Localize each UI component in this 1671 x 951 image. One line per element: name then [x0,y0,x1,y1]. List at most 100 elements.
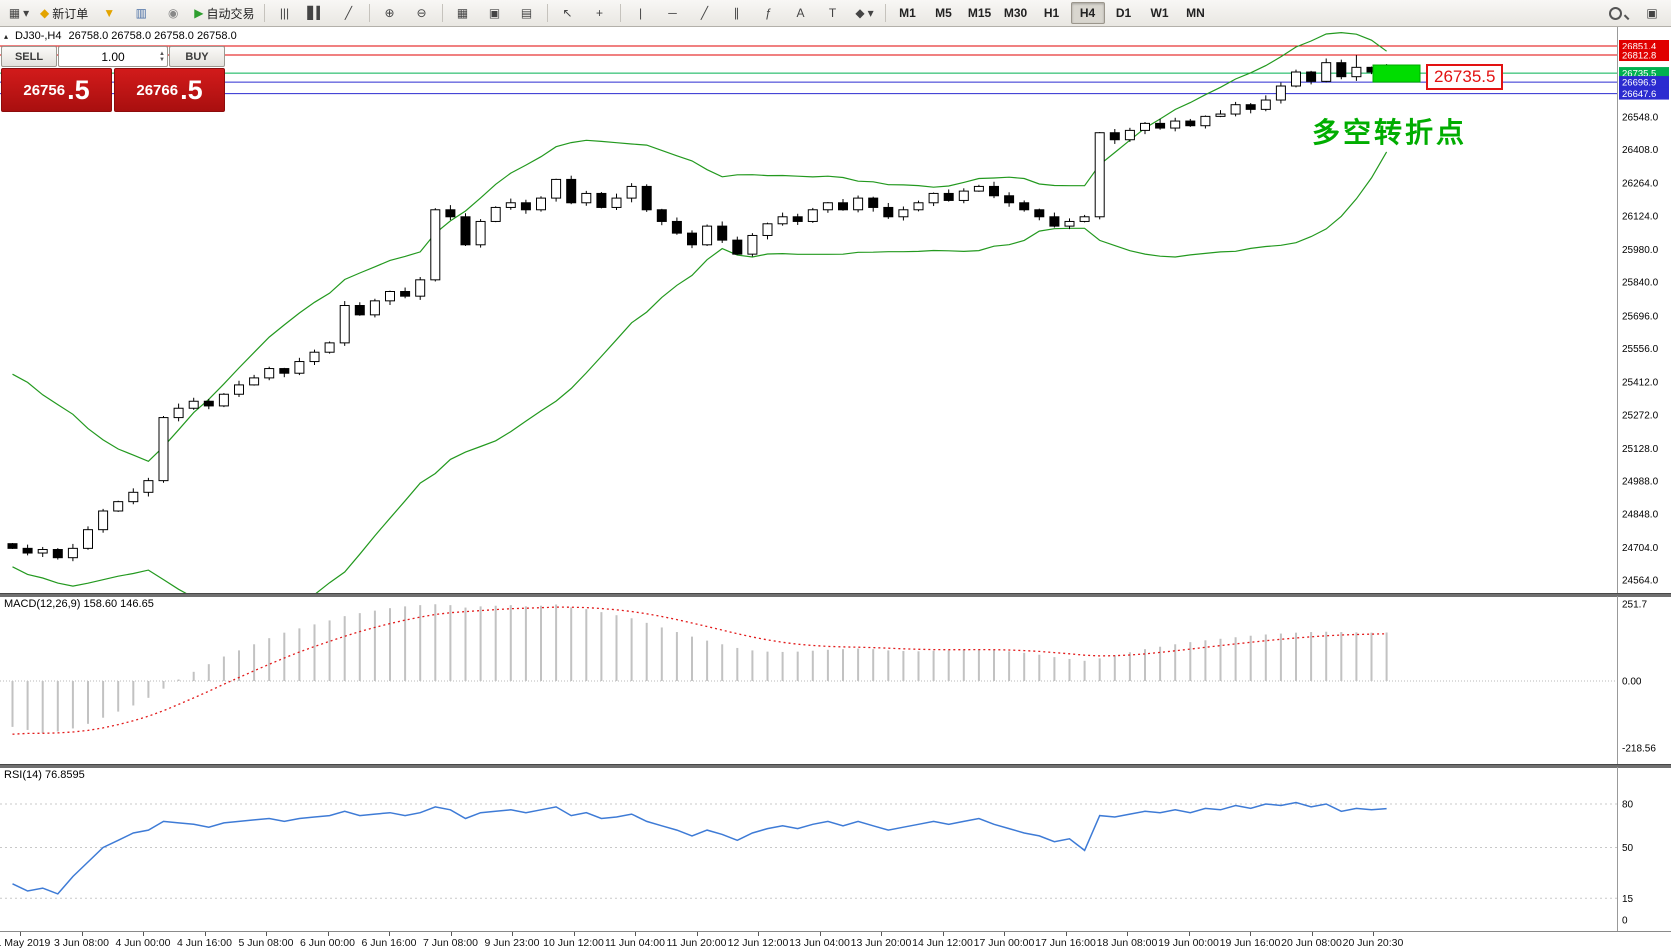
time-tick [20,932,21,936]
chart-window-dropdown-icon: ▦ [8,6,21,20]
date-label: 6 Jun 16:00 [361,937,417,949]
date-label: 17 Jun 16:00 [1035,937,1096,949]
symbol-info: ▴ DJ30-,H4 26758.0 26758.0 26758.0 26758… [4,30,237,42]
time-tick [1188,932,1190,936]
date-label: 11 Jun 04:00 [605,937,665,949]
zoom-in-icon: ⊕ [384,6,395,20]
svg-text:26696.9: 26696.9 [1622,78,1656,89]
market-depth-icon[interactable]: ▥ [126,2,156,24]
sell-button[interactable]: SELL [1,46,57,67]
tf-mn[interactable]: MN [1179,2,1213,24]
macd-scale[interactable]: 251.7 0.00 -218.56 [1617,596,1657,764]
magnifier-glass-icon [1609,6,1622,20]
cursor-icon[interactable]: ↖ [553,2,583,24]
zoom-in-icon[interactable]: ⊕ [375,2,405,24]
volume-input[interactable]: 1.00 ▲ ▼ [58,46,168,67]
price-scale[interactable]: 26548.0 26408.0 26264.0 26124.0 25980.0 25840… [1617,27,1670,593]
rsi-line [12,801,1387,895]
rsi-pane[interactable]: 80 50 15 0 [0,767,1671,931]
funnel-icon: ▼ [103,6,116,20]
spinner-up-icon[interactable]: ▲ [159,50,165,57]
tile-windows-icon[interactable]: ▦ [448,2,478,24]
date-label: 7 Jun 08:00 [423,937,478,949]
date-label: 18 Jun 08:00 [1096,937,1158,949]
funnel-icon[interactable]: ▼ [94,2,124,24]
arrange-windows-icon[interactable]: ▤ [512,2,542,24]
candles[interactable] [7,55,1392,562]
shapes-dropdown[interactable]: ◆ ▾ [850,2,880,24]
trendline-icon[interactable]: ╱ [690,2,720,24]
bar-chart-icon: ||| [279,6,290,20]
zoom-out-icon[interactable]: ⊖ [407,2,437,24]
search-icon[interactable] [1605,2,1635,24]
vertical-line-icon[interactable]: | [626,2,656,24]
collapse-triangle-icon[interactable]: ▴ [4,31,9,41]
chart-window-dropdown[interactable]: ▦ ▾ [4,2,34,24]
time-tick [327,932,329,936]
chart-window: 26548.0 26408.0 26264.0 26124.0 25980.0 25840… [0,27,1671,951]
time-tick [1373,932,1374,936]
buy-button[interactable]: BUY [169,46,225,67]
buy-price-box[interactable]: 26766 .5 [114,68,225,112]
autotrade-button-icon: ▶ [194,6,204,20]
pane-separator[interactable] [0,593,1671,597]
cascade-windows-icon[interactable]: ▣ [480,2,510,24]
candle-chart-icon: ▋▍ [307,6,326,20]
label-icon: T [828,6,837,20]
horizontal-line-icon[interactable]: ─ [658,2,688,24]
crosshair-icon[interactable]: + [585,2,615,24]
svg-text:25128.0: 25128.0 [1622,444,1659,455]
highlight-zone[interactable] [1372,64,1421,83]
rsi-indicator-label: RSI(14) 76.8595 [4,769,85,781]
tf-h4[interactable]: H4 [1070,2,1105,24]
new-window-icon[interactable]: ▣ [1637,2,1667,24]
price-annotation-label[interactable]: 26735.5 [1426,64,1504,91]
svg-text:24704.0: 24704.0 [1622,543,1659,554]
date-label: 13 Jun 04:00 [789,937,850,949]
bar-chart-icon[interactable]: ||| [270,2,300,24]
time-tick [573,932,575,936]
symbol-ohlc: 26758.0 26758.0 26758.0 26758.0 [68,30,237,42]
new-window-icon: ▣ [1646,6,1658,20]
tf-w1[interactable]: W1 [1143,2,1177,24]
pane-separator[interactable] [0,764,1671,768]
spinner-down-icon[interactable]: ▼ [159,56,165,63]
channel-icon[interactable]: ∥ [722,2,752,24]
alerts-icon[interactable]: ◉ [158,2,188,24]
time-tick [1127,932,1128,936]
tf-m15[interactable]: M15 [963,2,997,24]
candle-chart-icon[interactable]: ▋▍ [302,2,332,24]
price-level-lines [0,45,1617,95]
main-price-chart[interactable]: 26548.0 26408.0 26264.0 26124.0 25980.0 25840… [0,27,1671,593]
label-icon[interactable]: T [818,2,848,24]
macd-pane[interactable]: 251.7 0.00 -218.56 [0,596,1671,764]
tf-m5[interactable]: M5 [927,2,961,24]
text-icon[interactable]: A [786,2,816,24]
macd-indicator-label: MACD(12,26,9) 158.60 146.65 [4,598,154,610]
market-depth-icon: ▥ [135,6,147,20]
tf-m1[interactable]: M1 [891,2,925,24]
cursor-icon: ↖ [562,6,573,20]
tf-d1[interactable]: D1 [1107,2,1141,24]
tf-h1[interactable]: H1 [1035,2,1069,24]
date-label: 9 Jun 23:00 [484,937,540,949]
tf-m30[interactable]: M30 [999,2,1033,24]
rsi-scale[interactable]: 80 50 15 0 [1617,767,1634,931]
sell-price-box[interactable]: 26756 .5 [1,68,112,112]
cascade-windows-icon: ▣ [488,6,501,20]
vertical-line-icon: | [638,6,643,20]
volume-spinner[interactable]: ▲ ▼ [159,51,165,63]
date-label: 19 Jun 00:00 [1158,937,1219,949]
autotrade-button[interactable]: ▶ 自动交易 [190,2,258,24]
dropdown-arrow-icon: ▾ [867,6,874,20]
tf-m5-label: M5 [935,6,952,20]
date-label: 19 Jun 16:00 [1219,937,1281,949]
turning-point-annotation[interactable]: 多空转折点 [1312,117,1468,148]
fibonacci-icon[interactable]: ƒ [754,2,784,24]
line-chart-icon[interactable]: ╱ [334,2,364,24]
new-order-button[interactable]: ◆ 新订单 [36,2,92,24]
toolbar-separator [368,4,370,22]
svg-text:80: 80 [1622,800,1634,811]
date-label: 4 Jun 00:00 [115,937,171,949]
